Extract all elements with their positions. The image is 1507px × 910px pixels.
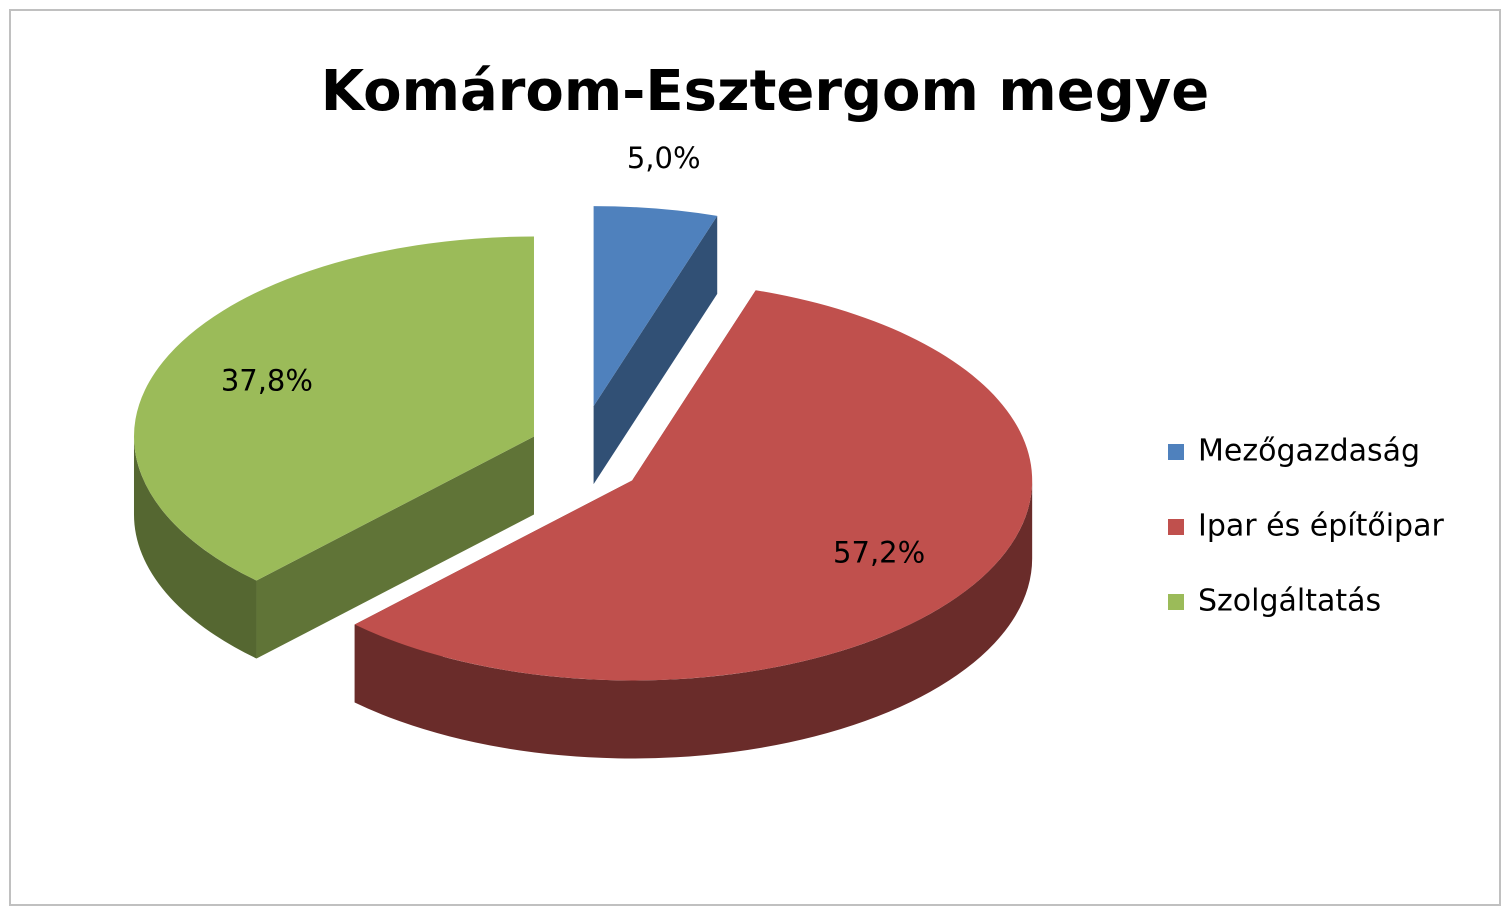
legend-swatch <box>1168 444 1184 460</box>
data-label: 57,2% <box>833 536 925 570</box>
slice-side <box>256 436 534 659</box>
data-label: 37,8% <box>221 364 313 398</box>
legend-label: Mezőgazdaság <box>1198 434 1420 469</box>
legend-swatch <box>1168 519 1184 535</box>
legend-swatch <box>1168 594 1184 610</box>
chart-title: Komárom-Esztergom megye <box>321 59 1210 124</box>
slice <box>133 236 534 581</box>
slice-side <box>593 215 718 485</box>
slice-wall <box>133 436 257 659</box>
slice <box>593 206 718 407</box>
data-label: 5,0% <box>627 141 701 175</box>
legend-label: Szolgáltatás <box>1198 584 1381 619</box>
slice <box>354 290 1033 681</box>
slice-wall <box>354 480 1033 759</box>
legend-label: Ipar és építőipar <box>1198 509 1444 544</box>
